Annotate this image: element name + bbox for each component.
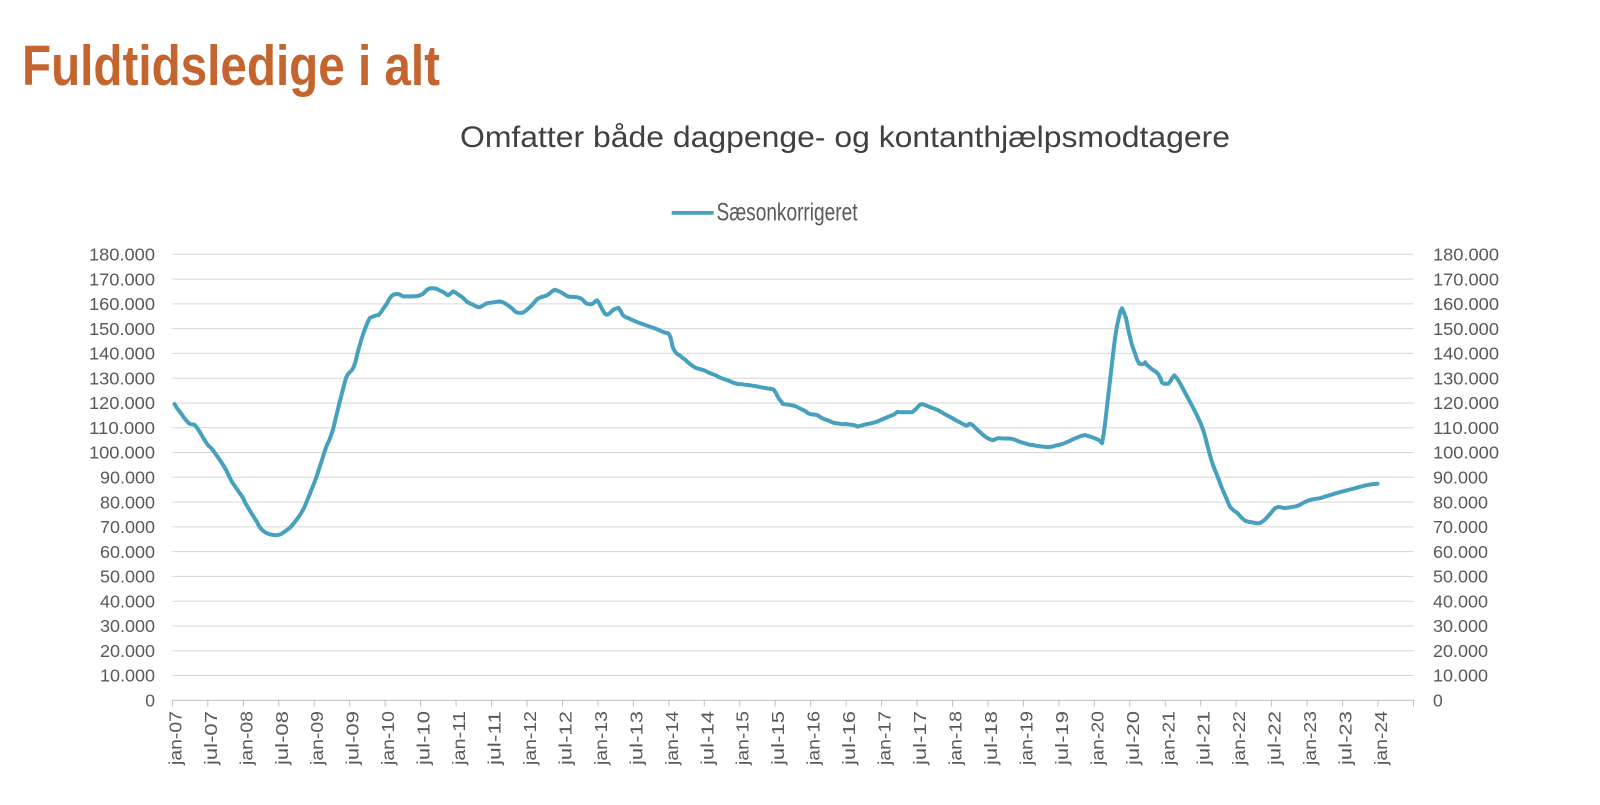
svg-text:30.000: 30.000 <box>100 616 155 636</box>
svg-text:jan-07: jan-07 <box>165 711 185 766</box>
svg-text:150.000: 150.000 <box>1433 319 1499 339</box>
svg-text:jul-18: jul-18 <box>981 711 1001 766</box>
svg-text:0: 0 <box>145 691 155 711</box>
svg-text:jan-22: jan-22 <box>1229 711 1249 766</box>
svg-text:100.000: 100.000 <box>89 443 155 463</box>
svg-text:70.000: 70.000 <box>1433 517 1488 537</box>
svg-text:140.000: 140.000 <box>89 344 155 364</box>
svg-text:jan-12: jan-12 <box>520 711 540 766</box>
svg-text:jan-17: jan-17 <box>875 711 895 766</box>
svg-text:150.000: 150.000 <box>89 319 155 339</box>
svg-text:Fuldtidsledige i alt: Fuldtidsledige i alt <box>22 34 440 98</box>
svg-text:jul-22: jul-22 <box>1265 711 1285 766</box>
svg-text:40.000: 40.000 <box>1433 591 1488 611</box>
svg-text:0: 0 <box>1433 691 1443 711</box>
svg-text:jan-19: jan-19 <box>1016 711 1036 766</box>
svg-text:170.000: 170.000 <box>1433 269 1499 289</box>
svg-text:70.000: 70.000 <box>100 517 155 537</box>
svg-text:160.000: 160.000 <box>89 294 155 314</box>
svg-text:180.000: 180.000 <box>1433 245 1499 265</box>
svg-text:30.000: 30.000 <box>1433 616 1488 636</box>
svg-text:jan-16: jan-16 <box>804 711 824 766</box>
svg-text:40.000: 40.000 <box>100 591 155 611</box>
svg-text:120.000: 120.000 <box>89 393 155 413</box>
svg-text:Omfatter både dagpenge- og kon: Omfatter både dagpenge- og kontanthjælps… <box>460 121 1230 154</box>
svg-text:jul-10: jul-10 <box>414 711 434 767</box>
svg-text:80.000: 80.000 <box>100 492 155 512</box>
svg-text:100.000: 100.000 <box>1433 443 1499 463</box>
svg-text:jul-21: jul-21 <box>1194 711 1214 766</box>
svg-text:jan-14: jan-14 <box>662 711 682 766</box>
svg-text:jul-14: jul-14 <box>697 711 717 767</box>
svg-text:jan-13: jan-13 <box>591 711 611 766</box>
svg-text:130.000: 130.000 <box>89 368 155 388</box>
svg-text:90.000: 90.000 <box>100 468 155 488</box>
svg-text:jul-09: jul-09 <box>343 711 363 766</box>
svg-text:jan-10: jan-10 <box>378 711 398 766</box>
svg-text:110.000: 110.000 <box>89 418 155 438</box>
svg-text:jan-11: jan-11 <box>449 711 469 766</box>
svg-text:60.000: 60.000 <box>100 542 155 562</box>
svg-text:10.000: 10.000 <box>1433 666 1488 686</box>
svg-text:jul-13: jul-13 <box>626 711 646 766</box>
svg-text:jul-20: jul-20 <box>1123 711 1143 767</box>
svg-text:60.000: 60.000 <box>1433 542 1488 562</box>
svg-text:20.000: 20.000 <box>100 641 155 661</box>
svg-text:120.000: 120.000 <box>1433 393 1499 413</box>
svg-text:110.000: 110.000 <box>1433 418 1499 438</box>
svg-text:jul-23: jul-23 <box>1336 711 1356 766</box>
svg-text:170.000: 170.000 <box>89 269 155 289</box>
svg-text:130.000: 130.000 <box>1433 368 1499 388</box>
svg-text:140.000: 140.000 <box>1433 344 1499 364</box>
svg-text:50.000: 50.000 <box>1433 567 1488 587</box>
svg-text:jul-08: jul-08 <box>272 711 292 766</box>
svg-text:jan-24: jan-24 <box>1371 711 1391 766</box>
svg-text:jan-20: jan-20 <box>1087 711 1107 766</box>
svg-text:jan-18: jan-18 <box>945 711 965 766</box>
svg-text:10.000: 10.000 <box>100 666 155 686</box>
svg-text:jul-07: jul-07 <box>201 711 221 766</box>
svg-text:jul-12: jul-12 <box>555 711 575 766</box>
svg-text:jan-21: jan-21 <box>1158 711 1178 766</box>
svg-text:80.000: 80.000 <box>1433 492 1488 512</box>
svg-text:jul-15: jul-15 <box>768 711 788 766</box>
svg-text:90.000: 90.000 <box>1433 468 1488 488</box>
svg-text:180.000: 180.000 <box>89 245 155 265</box>
svg-text:jul-16: jul-16 <box>839 711 859 766</box>
svg-text:20.000: 20.000 <box>1433 641 1488 661</box>
svg-text:jan-15: jan-15 <box>733 711 753 766</box>
svg-text:jul-19: jul-19 <box>1052 711 1072 766</box>
svg-text:Sæsonkorrigeret: Sæsonkorrigeret <box>717 198 858 226</box>
svg-text:jul-17: jul-17 <box>910 711 930 766</box>
svg-text:jul-11: jul-11 <box>485 711 505 766</box>
svg-text:jan-09: jan-09 <box>307 711 327 766</box>
svg-text:50.000: 50.000 <box>100 567 155 587</box>
svg-text:jan-08: jan-08 <box>236 711 256 766</box>
svg-text:160.000: 160.000 <box>1433 294 1499 314</box>
svg-text:jan-23: jan-23 <box>1300 711 1320 766</box>
